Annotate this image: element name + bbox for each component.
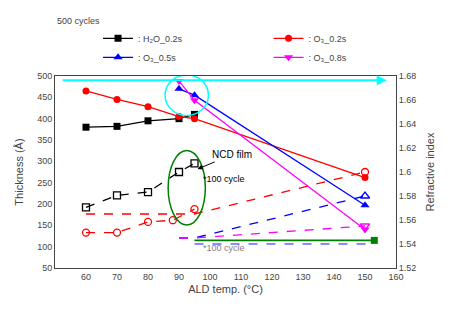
svg-text:1.56: 1.56 [399,215,417,225]
svg-text:60: 60 [81,272,91,282]
svg-text:130: 130 [295,272,310,282]
svg-text:250: 250 [37,178,52,188]
svg-text:350: 350 [37,135,52,145]
svg-text:*100 cycle: *100 cycle [203,243,245,253]
svg-text:70: 70 [112,272,122,282]
svg-text:Thickness (Å): Thickness (Å) [13,138,25,205]
svg-text:: O₃_0.8s: : O₃_0.8s [309,53,347,63]
svg-text:: O₃_0.5s: : O₃_0.5s [138,53,176,63]
svg-text:: O₃_0.2s: : O₃_0.2s [309,34,347,44]
svg-text:: H₂O_0.2s: : H₂O_0.2s [138,34,183,44]
svg-text:1.68: 1.68 [399,71,417,81]
svg-text:90: 90 [174,272,184,282]
svg-text:300: 300 [37,156,52,166]
svg-text:1.52: 1.52 [399,263,417,273]
svg-text:160: 160 [388,272,403,282]
svg-text:110: 110 [234,272,248,282]
svg-text:200: 200 [37,199,52,209]
svg-text:500 cycles: 500 cycles [57,16,100,26]
svg-text:1.64: 1.64 [399,119,417,129]
svg-text:1.54: 1.54 [399,239,417,249]
svg-text:500: 500 [37,71,52,81]
svg-text:140: 140 [326,272,341,282]
svg-text:150: 150 [37,220,52,230]
svg-text:400: 400 [37,114,52,124]
svg-text:ALD temp. (°C): ALD temp. (°C) [188,283,263,295]
svg-text:80: 80 [143,272,153,282]
svg-text:*100 cycle: *100 cycle [203,174,245,184]
svg-text:100: 100 [202,272,217,282]
svg-text:50: 50 [42,263,52,273]
svg-text:150: 150 [357,272,372,282]
svg-text:450: 450 [37,92,52,102]
svg-text:Refractive index: Refractive index [424,132,436,211]
svg-text:NCD film: NCD film [212,149,252,160]
svg-text:1.66: 1.66 [399,95,417,105]
svg-text:1.62: 1.62 [399,143,417,153]
svg-text:100: 100 [37,242,52,252]
svg-text:1.6: 1.6 [399,167,412,177]
svg-text:120: 120 [264,272,279,282]
svg-text:1.58: 1.58 [399,191,417,201]
